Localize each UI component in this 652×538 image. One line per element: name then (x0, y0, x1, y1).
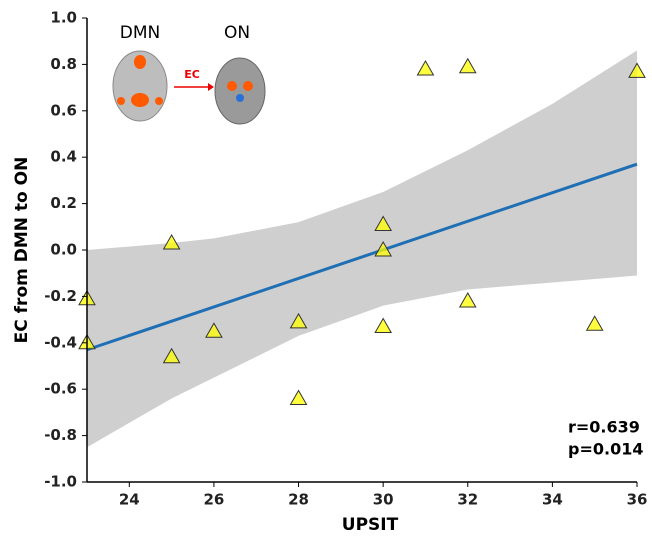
brain-spot (131, 93, 149, 107)
point (416, 60, 435, 76)
y-tick-label: -0.8 (44, 426, 77, 444)
point (458, 57, 477, 74)
y-tick-label: 0.2 (50, 194, 77, 212)
brain-spot (227, 81, 237, 91)
x-tick-label: 34 (542, 491, 563, 509)
y-tick-label: -1.0 (44, 473, 77, 491)
point (458, 292, 477, 308)
x-tick-label: 24 (119, 491, 140, 509)
x-tick-label: 36 (627, 491, 648, 509)
brain-spot (243, 81, 253, 91)
y-tick-label: 0.4 (50, 148, 77, 166)
y-tick-label: 0.0 (50, 241, 77, 259)
brain-on (214, 57, 266, 125)
y-tick-label: 1.0 (50, 9, 77, 27)
annotation: p=0.014 (568, 440, 643, 459)
point (289, 389, 308, 405)
y-tick-label: -0.2 (44, 287, 77, 305)
point (374, 215, 393, 231)
point (585, 315, 604, 331)
inset-right-label: ON (224, 23, 250, 43)
point (374, 240, 393, 257)
point (374, 317, 393, 334)
y-tick-label: -0.6 (44, 380, 77, 398)
point (162, 347, 181, 364)
inset-arrow-label: EC (184, 68, 200, 81)
x-tick-label: 28 (288, 491, 309, 509)
brain-spot (155, 97, 163, 105)
fit-line (86, 162, 638, 352)
confidence-band (87, 50, 637, 448)
inset-left-label: DMN (120, 23, 160, 43)
brain-spot (236, 94, 244, 102)
y-tick-label: -0.4 (44, 333, 77, 351)
inset: DMN ON EC (112, 23, 266, 125)
brain-spot (134, 55, 146, 69)
y-axis-label: EC from DMN to ON (12, 157, 32, 344)
brain-dmn (112, 50, 168, 122)
point (162, 234, 181, 250)
point (628, 62, 646, 78)
x-tick-label: 26 (203, 491, 224, 509)
annotation: r=0.639 (568, 418, 640, 437)
x-axis-label: UPSIT (342, 515, 399, 535)
brain-spot (117, 97, 125, 105)
point (289, 312, 308, 329)
point (205, 322, 223, 338)
y-tick-label: 0.8 (50, 55, 77, 73)
x-tick-label: 32 (457, 491, 478, 509)
x-tick-label: 30 (373, 491, 394, 509)
y-tick-label: 0.6 (50, 101, 77, 119)
inset-arrowhead (208, 83, 214, 91)
